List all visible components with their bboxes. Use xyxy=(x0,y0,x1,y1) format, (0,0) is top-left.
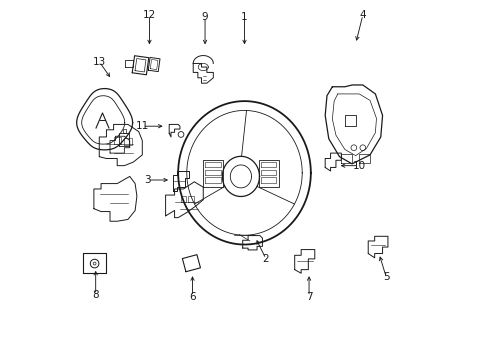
Text: 7: 7 xyxy=(305,292,312,302)
Text: 2: 2 xyxy=(262,254,269,264)
Text: 1: 1 xyxy=(241,12,247,22)
Text: 9: 9 xyxy=(202,12,208,22)
Text: 5: 5 xyxy=(382,272,388,282)
Text: 8: 8 xyxy=(92,290,99,300)
Text: 6: 6 xyxy=(189,292,195,302)
Text: 3: 3 xyxy=(144,175,151,185)
Text: 13: 13 xyxy=(92,57,106,67)
Text: 4: 4 xyxy=(359,10,366,20)
Text: 10: 10 xyxy=(352,161,365,171)
Text: 11: 11 xyxy=(135,121,149,131)
Text: 12: 12 xyxy=(142,10,156,20)
